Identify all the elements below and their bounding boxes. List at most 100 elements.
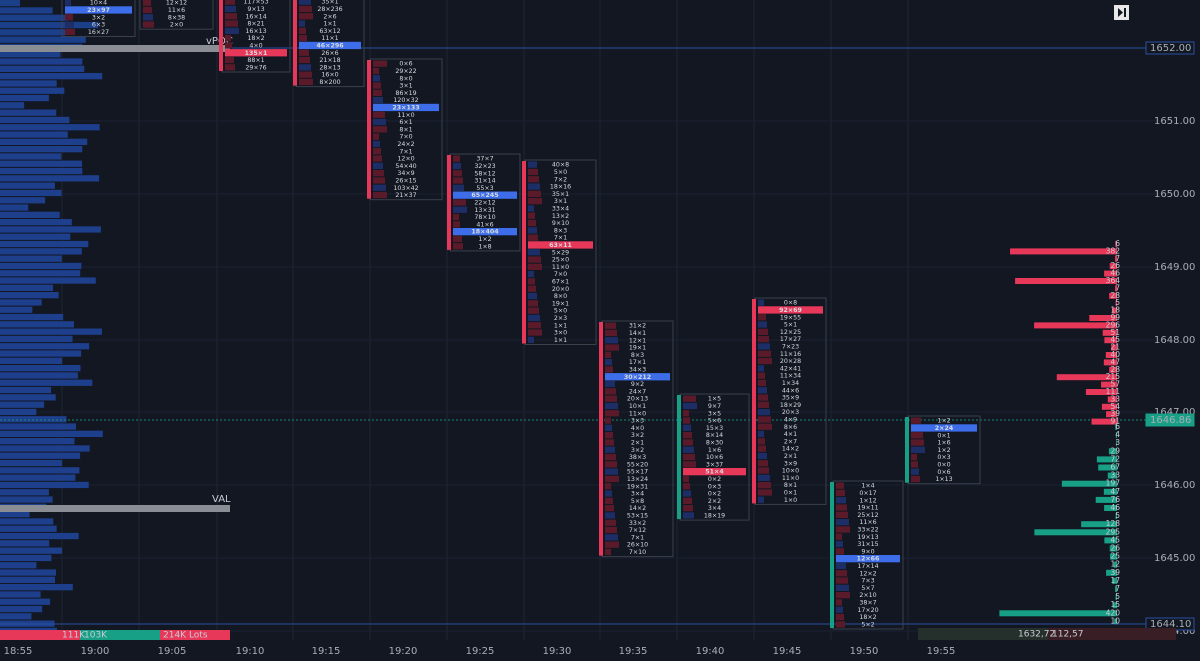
profile-bar <box>0 394 56 401</box>
cell-bar <box>683 417 690 424</box>
cell-bar <box>143 14 153 21</box>
bid-volume-bar <box>1061 480 1117 487</box>
jump-button[interactable] <box>1114 5 1129 20</box>
profile-bar <box>0 591 41 598</box>
cell-bar <box>758 394 768 401</box>
footprint-cell: 65×245 <box>471 192 498 199</box>
profile-bar <box>0 262 82 270</box>
footprint-cell: 0×3 <box>937 454 950 461</box>
bid-volume-bar <box>1108 448 1117 455</box>
cell-bar <box>528 227 537 234</box>
footprint-cell: 2×3 <box>554 315 567 322</box>
bid-volume-label: 29 <box>1110 446 1120 455</box>
ask-volume-bar <box>1111 307 1117 314</box>
footprint-cell: 58×12 <box>474 170 495 177</box>
footprint-cell: 0×1 <box>937 432 950 439</box>
cell-bar <box>605 541 619 548</box>
poc-highlight <box>453 191 517 199</box>
cell-bar <box>758 379 766 387</box>
profile-bar <box>0 386 52 394</box>
ask-volume-bar <box>1015 278 1117 284</box>
cell-bar <box>373 170 384 177</box>
cell-bar <box>758 365 764 372</box>
profile-bar <box>0 438 75 445</box>
footprint-cell: 11×0 <box>397 112 414 119</box>
profile-bar <box>0 554 52 562</box>
footprint-cell: 6×1 <box>399 119 412 126</box>
cell-bar <box>758 336 769 343</box>
ask-volume-bar <box>1111 344 1117 351</box>
cell-bar <box>528 285 536 292</box>
footprint-cell: 103×42 <box>393 185 418 192</box>
bid-volume-label: 25 <box>1110 552 1120 561</box>
cell-bar <box>758 409 770 416</box>
profile-bar <box>0 313 64 321</box>
cell-bar <box>528 300 538 307</box>
cell-bar <box>373 118 386 126</box>
time-label: 19:45 <box>773 646 802 657</box>
poc-highlight <box>453 228 517 236</box>
val-bar <box>0 505 230 512</box>
profile-bar <box>0 350 82 357</box>
profile-bar <box>0 51 61 58</box>
footprint-cell: 0×17 <box>859 490 876 497</box>
footprint-cell: 18×2 <box>247 35 264 42</box>
cell-bar <box>683 490 691 497</box>
footprint-cell: 22×12 <box>474 199 495 206</box>
footprint-cell: 24×7 <box>629 388 646 395</box>
profile-bar <box>0 562 37 569</box>
cell-bar <box>836 497 846 504</box>
footprint-cell: 24×2 <box>397 141 414 148</box>
button-icon[interactable] <box>1118 8 1126 17</box>
cell-bar <box>225 13 237 20</box>
val-label: VAL <box>212 494 231 505</box>
footprint-cell: 12×1 <box>629 337 646 344</box>
candle-body <box>599 322 603 556</box>
profile-bar <box>0 94 49 102</box>
cell-bar <box>299 56 310 64</box>
cell-bar <box>528 329 542 336</box>
footprint-cell: 12×66 <box>857 556 880 563</box>
profile-bar <box>0 153 62 160</box>
cell-bar <box>758 343 770 350</box>
profile-bar <box>0 408 37 416</box>
cell-bar <box>225 20 238 27</box>
footprint-cell: 55×17 <box>627 469 648 476</box>
cell-bar <box>683 410 689 417</box>
bid-volume-label: 33 <box>1110 471 1120 480</box>
profile-bar <box>0 605 43 613</box>
footprint-cell: 3×1 <box>399 83 412 90</box>
footprint-cell: 31×15 <box>857 541 878 548</box>
cell-bar <box>65 0 71 6</box>
cell-bar <box>528 307 539 314</box>
footprint-cell: 11×34 <box>780 373 801 380</box>
footprint-cell: 17×1 <box>629 359 646 366</box>
footprint-cell: 29×76 <box>245 64 266 71</box>
footprint-cell: 16×13 <box>245 28 266 35</box>
cell-bar <box>836 606 843 613</box>
cell-bar <box>605 526 617 534</box>
footprint-cell: 3×9 <box>784 460 797 467</box>
ask-volume-bar <box>1109 366 1117 373</box>
bid-volume-bar <box>1104 505 1117 511</box>
bid-volume-label: 47 <box>1110 487 1120 496</box>
footprint-cell: 41×6 <box>476 221 493 228</box>
profile-bar <box>0 467 80 474</box>
footprint-cell: 2×1 <box>631 439 644 446</box>
time-label: 19:10 <box>236 646 265 657</box>
cell-bar <box>758 328 768 335</box>
cell-bar <box>453 243 463 250</box>
footprint-cell: 16×27 <box>88 29 109 36</box>
footprint-cell: 1×12 <box>859 497 876 504</box>
total-bar <box>160 630 230 640</box>
cell-bar <box>528 271 534 278</box>
ask-volume-bar <box>1109 263 1117 270</box>
candle-body <box>367 60 371 199</box>
cell-bar <box>299 13 313 20</box>
footprint-cell: 18×16 <box>550 184 571 191</box>
cell-bar <box>758 350 771 357</box>
candle-body <box>752 299 756 504</box>
ask-volume-bar <box>1107 396 1117 403</box>
profile-bar <box>0 423 76 430</box>
